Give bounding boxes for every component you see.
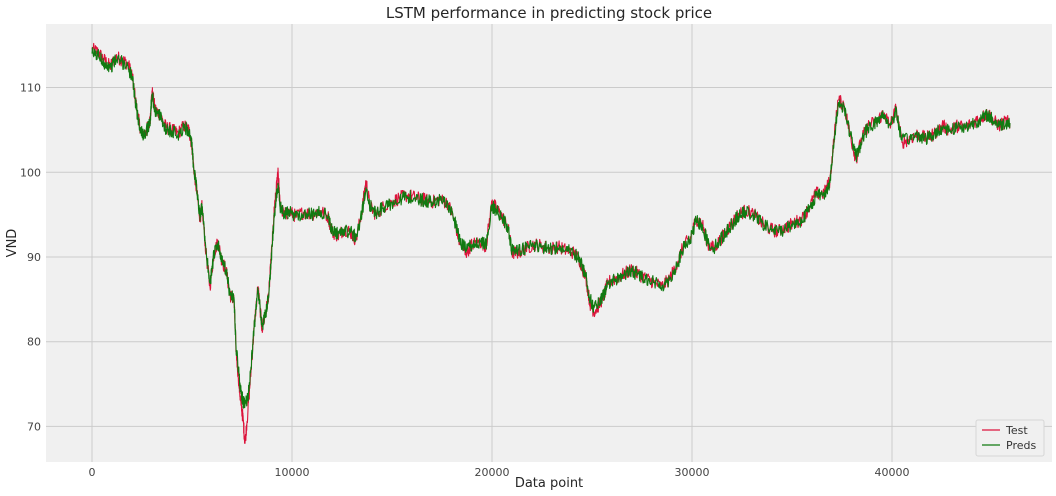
legend-label-test: Test: [1005, 424, 1028, 437]
series-line-preds: [91, 47, 1011, 409]
y-tick-label: 100: [20, 166, 41, 179]
y-tick-label: 110: [20, 82, 41, 95]
x-tick-label: 20000: [475, 466, 510, 479]
x-axis-label: Data point: [515, 476, 583, 491]
series-layer: [91, 42, 1011, 444]
legend-box: [975, 419, 1045, 457]
y-tick-label: 90: [27, 251, 41, 264]
x-tick-label: 10000: [275, 466, 310, 479]
plot-area: [46, 24, 1052, 462]
y-tick-label: 70: [27, 420, 41, 433]
y-tick-label: 80: [27, 336, 41, 349]
x-tick-label: 0: [89, 466, 96, 479]
x-tick-label: 40000: [875, 466, 910, 479]
legend-label-preds: Preds: [1006, 439, 1036, 452]
x-tick-label: 30000: [675, 466, 710, 479]
legend: Test Preds: [975, 419, 1045, 457]
y-axis-label: VND: [5, 229, 20, 258]
tick-labels: 0 10000 20000 30000 40000 70 80 90 100 110: [20, 82, 910, 479]
chart-title: LSTM performance in predicting stock pri…: [386, 4, 712, 22]
